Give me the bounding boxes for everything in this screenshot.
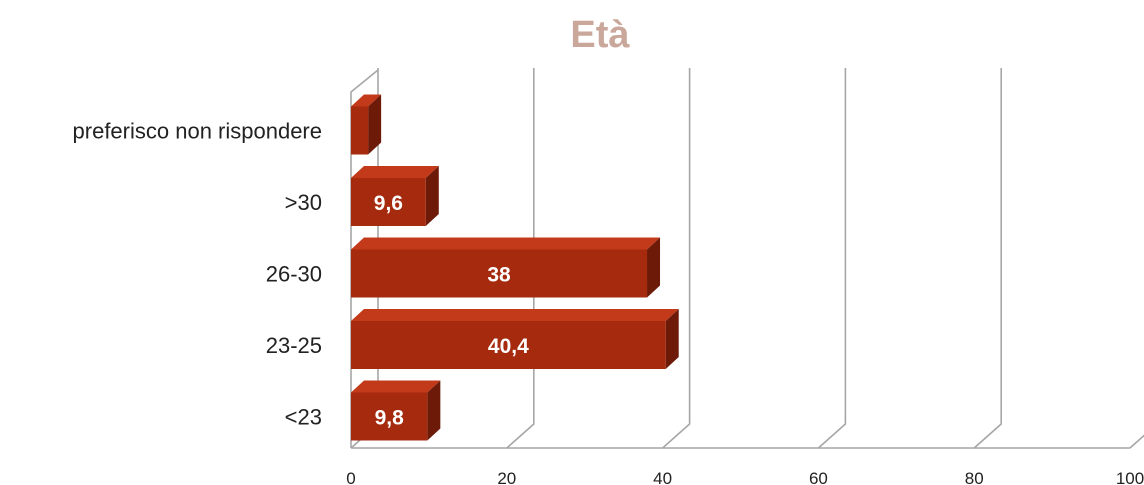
bar-side [665, 309, 679, 369]
bar-side [647, 237, 661, 298]
bar [351, 321, 666, 369]
data-label: 9,8 [375, 407, 405, 430]
gridline [662, 68, 691, 449]
bar [351, 249, 648, 298]
x-tick-label: 0 [346, 469, 355, 485]
bar [351, 392, 428, 441]
bar-side [425, 166, 439, 226]
chart-title: Età [0, 14, 1144, 57]
x-tick-label: 60 [809, 469, 828, 485]
gridline [817, 68, 847, 449]
x-tick-label: 20 [497, 469, 516, 485]
x-tick-label: 80 [965, 469, 984, 485]
chart-title-text: Età [570, 14, 630, 56]
labels-layer: 0 20 40 60 80 100 preferisco non rispondere >30… [73, 119, 1144, 485]
gridline [506, 68, 535, 449]
category-label: preferisco non rispondere [73, 119, 322, 144]
bar-top [351, 237, 661, 250]
bar-top [351, 94, 382, 107]
data-label: 38 [487, 264, 511, 287]
bar-side [368, 94, 382, 155]
bar-top [351, 380, 441, 393]
category-label: 26-30 [266, 262, 322, 287]
category-label: <23 [285, 405, 322, 430]
data-label: 9,6 [374, 192, 403, 215]
bar-top [351, 309, 679, 321]
data-label: 40,4 [488, 335, 529, 358]
gridline [973, 68, 1003, 449]
x-tick-label: 40 [653, 469, 672, 485]
bar [351, 106, 369, 155]
gridline [1129, 434, 1144, 449]
bar-side [427, 380, 441, 441]
category-label: 23-25 [266, 333, 322, 358]
bar [351, 178, 426, 226]
x-tick-label: 100 [1116, 469, 1144, 485]
category-label: >30 [285, 190, 322, 215]
bars-layer [351, 94, 679, 441]
bar-top [351, 166, 439, 178]
